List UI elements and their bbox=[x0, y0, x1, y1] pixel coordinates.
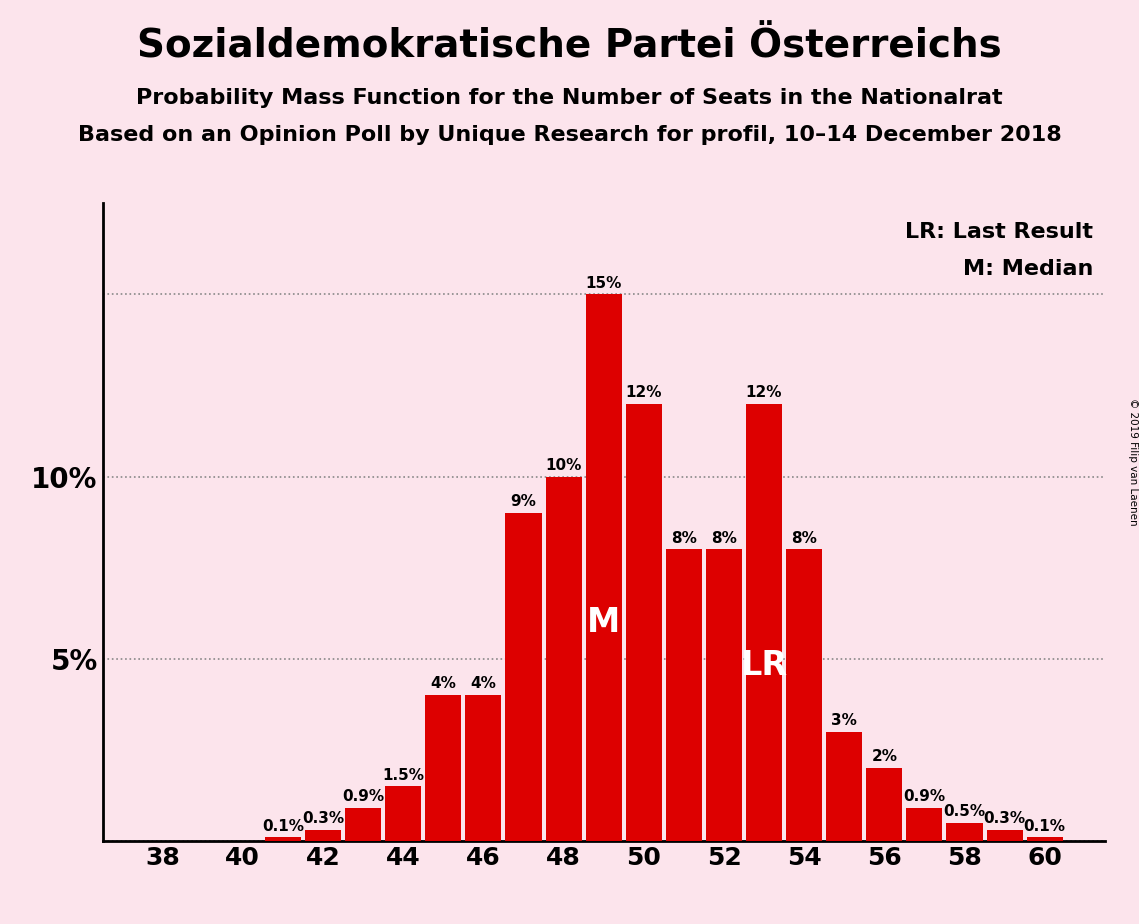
Bar bbox=[625, 404, 662, 841]
Bar bbox=[1026, 837, 1063, 841]
Bar bbox=[947, 822, 983, 841]
Bar bbox=[786, 550, 822, 841]
Text: 0.3%: 0.3% bbox=[984, 811, 1025, 826]
Text: 0.9%: 0.9% bbox=[903, 789, 945, 805]
Bar bbox=[706, 550, 741, 841]
Text: 9%: 9% bbox=[510, 494, 536, 509]
Text: 0.3%: 0.3% bbox=[302, 811, 344, 826]
Bar bbox=[585, 295, 622, 841]
Text: © 2019 Filip van Laenen: © 2019 Filip van Laenen bbox=[1129, 398, 1138, 526]
Text: 12%: 12% bbox=[625, 385, 662, 400]
Bar bbox=[345, 808, 382, 841]
Text: Probability Mass Function for the Number of Seats in the Nationalrat: Probability Mass Function for the Number… bbox=[137, 88, 1002, 108]
Text: 12%: 12% bbox=[746, 385, 782, 400]
Text: 15%: 15% bbox=[585, 275, 622, 291]
Text: 1.5%: 1.5% bbox=[383, 768, 424, 783]
Bar bbox=[546, 477, 582, 841]
Bar bbox=[506, 513, 541, 841]
Text: 4%: 4% bbox=[470, 676, 497, 691]
Bar bbox=[265, 837, 301, 841]
Text: 8%: 8% bbox=[671, 530, 697, 546]
Text: 3%: 3% bbox=[831, 713, 858, 728]
Bar bbox=[666, 550, 702, 841]
Text: LR: Last Result: LR: Last Result bbox=[906, 222, 1093, 242]
Bar bbox=[425, 695, 461, 841]
Text: M: M bbox=[587, 606, 621, 638]
Text: LR: LR bbox=[740, 650, 787, 683]
Text: 0.1%: 0.1% bbox=[1024, 819, 1066, 833]
Text: 8%: 8% bbox=[792, 530, 817, 546]
Bar bbox=[826, 732, 862, 841]
Text: Sozialdemokratische Partei Österreichs: Sozialdemokratische Partei Österreichs bbox=[137, 28, 1002, 66]
Text: 4%: 4% bbox=[431, 676, 457, 691]
Text: M: Median: M: Median bbox=[964, 259, 1093, 279]
Text: 0.1%: 0.1% bbox=[262, 819, 304, 833]
Text: 2%: 2% bbox=[871, 749, 898, 764]
Bar bbox=[986, 830, 1023, 841]
Text: 10%: 10% bbox=[546, 458, 582, 473]
Bar bbox=[867, 768, 902, 841]
Bar bbox=[746, 404, 782, 841]
Text: 0.5%: 0.5% bbox=[943, 804, 985, 819]
Text: Based on an Opinion Poll by Unique Research for profil, 10–14 December 2018: Based on an Opinion Poll by Unique Resea… bbox=[77, 125, 1062, 145]
Bar bbox=[385, 786, 421, 841]
Text: 0.9%: 0.9% bbox=[342, 789, 384, 805]
Bar bbox=[305, 830, 341, 841]
Bar bbox=[466, 695, 501, 841]
Text: 8%: 8% bbox=[711, 530, 737, 546]
Bar bbox=[907, 808, 942, 841]
